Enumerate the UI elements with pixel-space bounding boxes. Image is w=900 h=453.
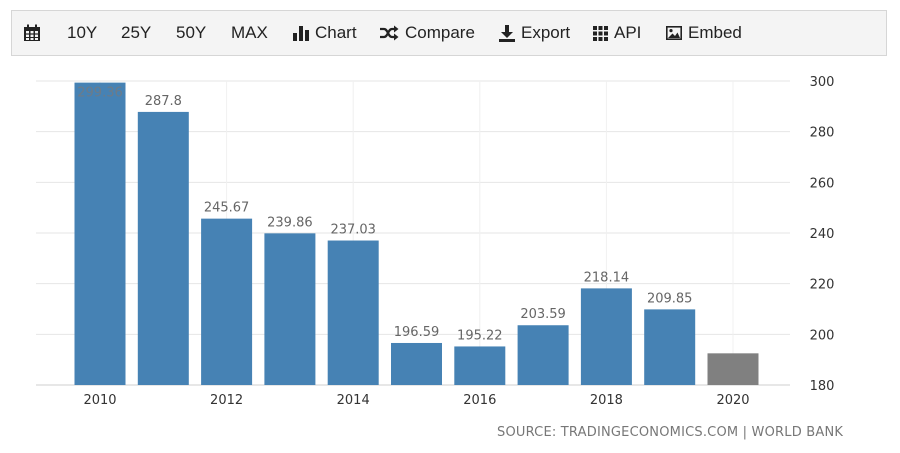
data-label-2016: 195.22 (457, 328, 503, 343)
y-tick-label-6: 300 (810, 75, 835, 90)
image-icon (666, 26, 682, 40)
y-tick-label-3: 240 (810, 227, 835, 242)
bar-2010 (74, 82, 126, 385)
embed-button[interactable]: Embed (666, 11, 742, 55)
x-tick-label-2014: 2014 (337, 393, 370, 408)
bar-2019 (644, 309, 696, 385)
range-10y-button[interactable]: 10Y (67, 23, 98, 42)
calendar-icon (23, 24, 41, 42)
bar-2014 (327, 240, 379, 385)
compare-label: Compare (405, 23, 475, 42)
x-tick-label-2010: 2010 (83, 393, 116, 408)
data-label-2011: 287.8 (145, 94, 182, 109)
bar-2012 (201, 218, 253, 385)
chart-area: 180 200 220 240 260 280 300 299.36 287.8 245.67 23… (0, 60, 900, 448)
export-label: Export (521, 23, 571, 42)
x-tick-label-2012: 2012 (210, 393, 243, 408)
data-label-2010: 299.36 (77, 86, 123, 101)
bar-2018 (580, 288, 632, 385)
bar-2013 (264, 233, 316, 385)
bar-2011 (137, 111, 189, 385)
data-label-2012: 245.67 (204, 201, 250, 216)
data-label-2017: 203.59 (520, 307, 566, 322)
api-label: API (614, 23, 642, 42)
chart-type-label: Chart (315, 23, 357, 42)
data-label-2015: 196.59 (394, 325, 440, 340)
bar-2016 (454, 346, 506, 385)
chart-type-button[interactable]: Chart (293, 11, 357, 55)
range-50y-button[interactable]: 50Y (176, 23, 207, 42)
data-label-2013: 239.86 (267, 215, 313, 230)
y-tick-label-0: 180 (810, 379, 835, 394)
bar-2017 (517, 325, 569, 385)
data-label-2014: 237.03 (330, 223, 376, 238)
y-tick-label-1: 200 (810, 328, 835, 343)
bar-2015 (391, 342, 442, 385)
download-icon (499, 24, 515, 42)
bar-chart: 180 200 220 240 260 280 300 299.36 287.8 245.67 23… (36, 75, 835, 408)
data-label-2019: 209.85 (647, 291, 693, 306)
embed-label: Embed (688, 23, 742, 42)
x-tick-label-2018: 2018 (590, 393, 623, 408)
source-attribution[interactable]: SOURCE: TRADINGECONOMICS.COM | WORLD BAN… (497, 425, 844, 440)
data-label-2018: 218.14 (584, 270, 630, 285)
range-25y-button[interactable]: 25Y (121, 23, 152, 42)
range-max-button[interactable]: MAX (231, 23, 268, 42)
x-tick-label-2020: 2020 (716, 393, 749, 408)
api-button[interactable]: API (593, 11, 641, 55)
calendar-button[interactable] (23, 11, 41, 55)
y-tick-label-2: 220 (810, 278, 835, 293)
y-tick-label-5: 280 (810, 126, 835, 141)
chart-toolbar: 10Y 25Y 50Y MAX Chart Compare (11, 10, 887, 56)
export-button[interactable]: Export (499, 11, 570, 55)
compare-button[interactable]: Compare (379, 11, 475, 55)
y-tick-label-4: 260 (810, 176, 835, 191)
x-tick-label-2016: 2016 (463, 393, 496, 408)
bar-2020 (707, 353, 759, 385)
grid-icon (593, 25, 608, 41)
bar-chart-icon (293, 25, 309, 41)
shuffle-icon (379, 25, 399, 41)
